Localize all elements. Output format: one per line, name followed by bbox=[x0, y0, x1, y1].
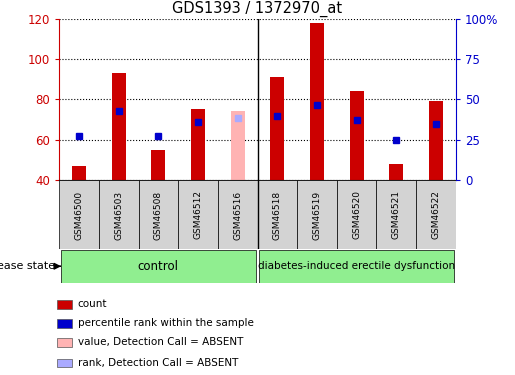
Bar bbox=[258, 180, 297, 249]
Bar bbox=[57, 338, 72, 346]
Text: GSM46521: GSM46521 bbox=[392, 190, 401, 239]
Text: percentile rank within the sample: percentile rank within the sample bbox=[78, 318, 254, 328]
Bar bbox=[310, 23, 324, 180]
Bar bbox=[61, 249, 255, 283]
Bar bbox=[99, 180, 139, 249]
Bar bbox=[376, 180, 416, 249]
Bar bbox=[416, 180, 456, 249]
Bar bbox=[389, 164, 403, 180]
Text: diabetes-induced erectile dysfunction: diabetes-induced erectile dysfunction bbox=[258, 261, 455, 271]
Text: value, Detection Call = ABSENT: value, Detection Call = ABSENT bbox=[78, 337, 243, 347]
Text: rank, Detection Call = ABSENT: rank, Detection Call = ABSENT bbox=[78, 358, 238, 368]
Text: GSM46518: GSM46518 bbox=[273, 190, 282, 240]
Bar bbox=[337, 180, 376, 249]
Bar bbox=[59, 180, 99, 249]
Text: GSM46508: GSM46508 bbox=[154, 190, 163, 240]
Text: control: control bbox=[138, 260, 179, 273]
Text: GSM46522: GSM46522 bbox=[432, 190, 440, 239]
Bar bbox=[231, 111, 245, 180]
Title: GDS1393 / 1372970_at: GDS1393 / 1372970_at bbox=[173, 1, 342, 17]
Bar bbox=[57, 358, 72, 367]
Bar bbox=[270, 77, 284, 180]
Text: GSM46519: GSM46519 bbox=[313, 190, 321, 240]
Bar bbox=[297, 180, 337, 249]
Bar bbox=[191, 110, 205, 180]
Bar bbox=[57, 319, 72, 328]
Text: GSM46503: GSM46503 bbox=[114, 190, 123, 240]
Bar bbox=[350, 92, 364, 180]
Bar bbox=[72, 166, 86, 180]
Text: GSM46500: GSM46500 bbox=[75, 190, 83, 240]
Bar bbox=[151, 150, 165, 180]
Text: disease state: disease state bbox=[0, 261, 55, 271]
Bar bbox=[429, 101, 443, 180]
Text: count: count bbox=[78, 299, 107, 309]
Text: GSM46516: GSM46516 bbox=[233, 190, 242, 240]
Bar bbox=[112, 73, 126, 180]
Bar bbox=[178, 180, 218, 249]
Bar bbox=[139, 180, 178, 249]
Text: GSM46520: GSM46520 bbox=[352, 190, 361, 239]
Text: GSM46512: GSM46512 bbox=[194, 190, 202, 239]
Bar bbox=[218, 180, 258, 249]
Bar bbox=[260, 249, 454, 283]
Bar bbox=[57, 300, 72, 309]
